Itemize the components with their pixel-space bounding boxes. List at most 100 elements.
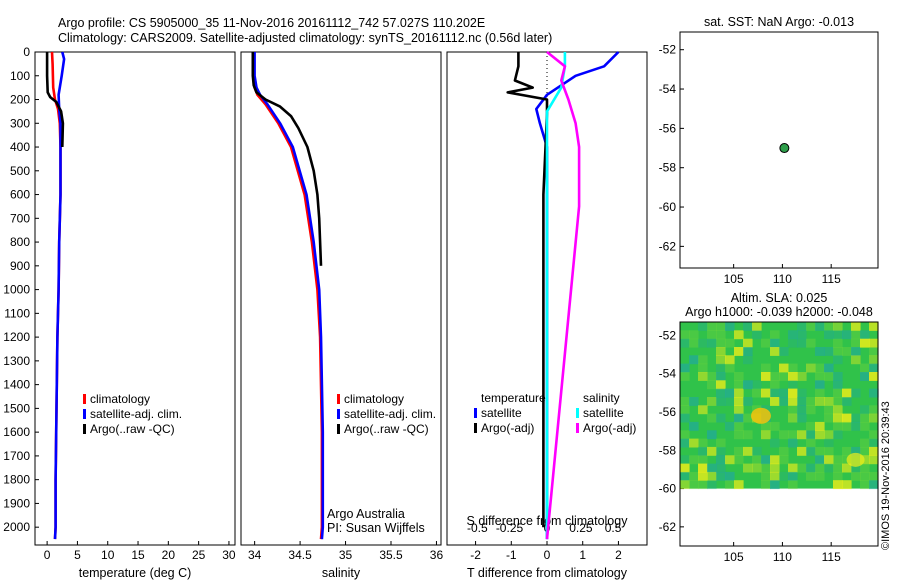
- pi-label: PI: Susan Wijffels: [327, 521, 425, 535]
- temperature-xtick-tick-label: 15: [131, 548, 145, 562]
- sla-map-subtitle: Argo h1000: -0.039 h2000: -0.048: [685, 305, 873, 319]
- sla-heatmap-cell: [833, 388, 843, 398]
- salinity-legend-swatch: [337, 424, 340, 434]
- sla-heatmap-cell: [833, 330, 843, 340]
- sla-heatmap-cell: [725, 322, 735, 331]
- sla-heatmap-cell: [761, 455, 771, 465]
- sla-heatmap-cell: [716, 347, 726, 356]
- sla-heatmap-cell: [725, 388, 735, 398]
- sla-heatmap-cell: [716, 388, 726, 398]
- sst-map-ytick-label: -60: [659, 200, 677, 214]
- sla-heatmap-cell: [680, 330, 690, 340]
- sla-heatmap-cell: [788, 480, 798, 490]
- sla-heatmap-cell: [806, 363, 816, 373]
- sla-heatmap-cell: [833, 338, 843, 348]
- sla-heatmap-cell: [788, 388, 798, 398]
- sla-heatmap-cell: [869, 372, 879, 381]
- sla-heatmap-cell: [788, 330, 798, 340]
- sla-heatmap-cell: [716, 322, 726, 331]
- sla-heatmap-cell: [734, 380, 744, 390]
- sla-heatmap-cell: [725, 397, 735, 406]
- sla-heatmap-cell: [716, 438, 726, 448]
- sla-heatmap-cell: [707, 463, 717, 473]
- argo-australia-label: Argo Australia: [327, 507, 405, 521]
- sla-heatmap-cell: [797, 388, 807, 398]
- sla-heatmap-cell: [707, 471, 717, 481]
- difference-xtick-tick-label: 0: [544, 548, 551, 562]
- sla-heatmap-cell: [770, 480, 780, 490]
- sla-heatmap-cell: [716, 372, 726, 381]
- sla-heatmap-cell: [860, 330, 870, 340]
- sla-heatmap-cell: [860, 455, 870, 465]
- sla-heatmap-cell: [707, 413, 717, 423]
- sla-heatmap-cell: [779, 455, 789, 465]
- depth-tick-label: 500: [10, 164, 30, 178]
- sla-heatmap-cell: [842, 397, 852, 406]
- sla-heatmap-cell: [743, 380, 753, 390]
- sla-heatmap-cell: [788, 405, 798, 415]
- depth-tick-label: 1900: [3, 496, 30, 510]
- sla-heatmap-cell: [824, 413, 834, 423]
- sla-heatmap-cell: [770, 380, 780, 390]
- sla-heatmap-cell: [725, 363, 735, 373]
- sla-heatmap-cell: [815, 372, 825, 381]
- depth-tick-label: 0: [23, 45, 30, 59]
- sla-heatmap-cell: [797, 463, 807, 473]
- temperature-xtick-tick-label: 30: [222, 548, 236, 562]
- sla-heatmap-cell: [833, 405, 843, 415]
- sla-heatmap-cell: [815, 446, 825, 456]
- sla-heatmap-cell: [851, 413, 861, 423]
- sla-heatmap-cell: [680, 372, 690, 381]
- sla-heatmap-cell: [707, 380, 717, 390]
- sla-heatmap-cell: [725, 455, 735, 465]
- sst-map-ytick-label: -56: [659, 121, 677, 135]
- sla-heatmap-cell: [833, 355, 843, 365]
- sla-heatmap-cell: [680, 338, 690, 348]
- temperature-xtick-tick-label: 25: [192, 548, 206, 562]
- sla-heatmap-cell: [680, 438, 690, 448]
- sla-heatmap-cell: [761, 338, 771, 348]
- sla-heatmap-cell: [815, 455, 825, 465]
- sla-heatmap-cell: [788, 438, 798, 448]
- sla-heatmap-cell: [779, 430, 789, 440]
- difference-legend-temperature-entry: satellite: [481, 406, 522, 420]
- sla-heatmap-cell: [860, 480, 870, 490]
- sla-heatmap-cell: [734, 330, 744, 340]
- depth-tick-label: 1600: [3, 425, 30, 439]
- difference-series-2: [545, 52, 567, 540]
- sla-heatmap-cell: [761, 421, 771, 431]
- sla-heatmap-cell: [716, 463, 726, 473]
- sla-heatmap-cell: [824, 455, 834, 465]
- sla-heatmap-cell: [716, 446, 726, 456]
- sla-heatmap-cell: [707, 372, 717, 381]
- sla-heatmap-cell: [752, 388, 762, 398]
- sla-heatmap-cell: [833, 480, 843, 490]
- sla-heatmap-cell: [815, 380, 825, 390]
- sla-heatmap-cell: [833, 397, 843, 406]
- sla-heatmap-cell: [689, 338, 699, 348]
- salinity-legend-swatch: [337, 394, 340, 404]
- sla-map-frame: [679, 321, 879, 547]
- sst-map-xtick-label: 115: [822, 272, 841, 286]
- sla-heatmap-cell: [743, 413, 753, 423]
- sla-heatmap-cell: [707, 446, 717, 456]
- sla-heatmap: [680, 322, 879, 490]
- sla-heatmap-cell: [779, 347, 789, 356]
- sla-heatmap-cell: [779, 397, 789, 406]
- sla-heatmap-cell: [860, 405, 870, 415]
- sla-heatmap-cell: [842, 413, 852, 423]
- sla-heatmap-cell: [734, 347, 744, 356]
- sla-heatmap-cell: [698, 338, 708, 348]
- sla-heatmap-cell: [716, 455, 726, 465]
- sla-map-xtick-label: 110: [773, 550, 792, 564]
- sla-heatmap-cell: [770, 388, 780, 398]
- sla-heatmap-cell: [698, 438, 708, 448]
- sla-heatmap-cell: [698, 480, 708, 490]
- sla-heatmap-cell: [806, 430, 816, 440]
- sst-map-xtick-label: 105: [724, 272, 744, 286]
- sla-heatmap-cell: [716, 413, 726, 423]
- difference-legend-salinity-entry: satellite: [583, 406, 624, 420]
- sla-heatmap-cell: [698, 446, 708, 456]
- sla-heatmap-cell: [851, 322, 861, 331]
- sla-heatmap-cell: [851, 446, 861, 456]
